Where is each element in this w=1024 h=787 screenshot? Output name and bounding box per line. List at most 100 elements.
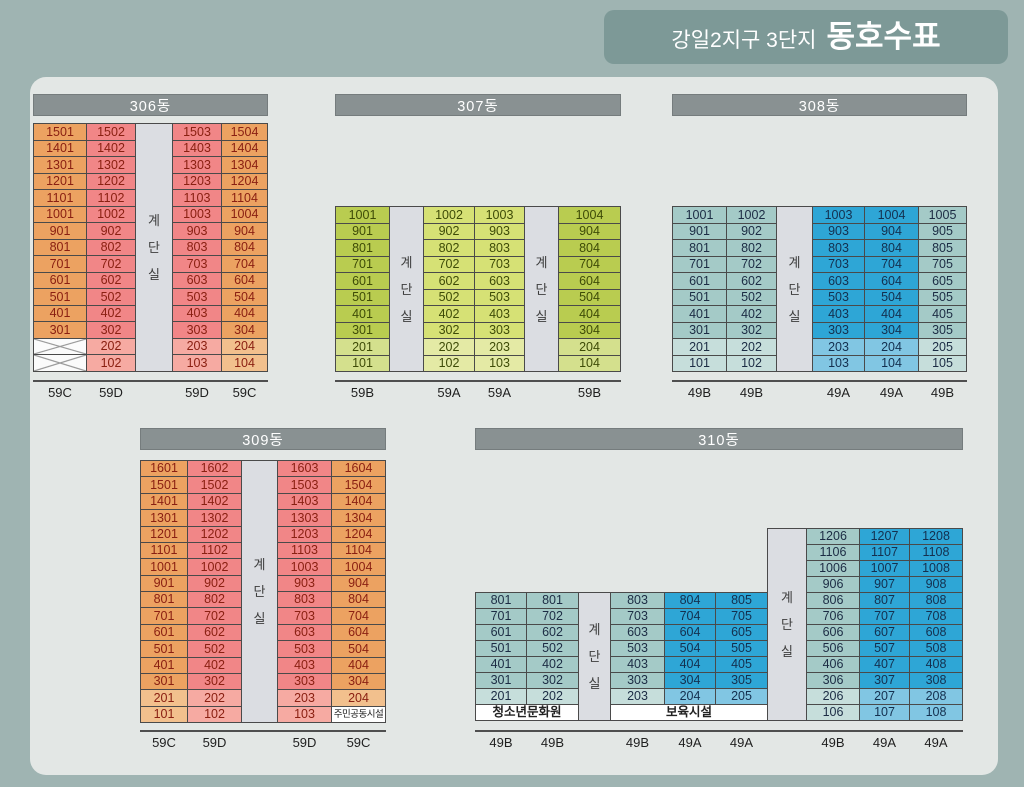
page-title: 강일2지구 3단지 동호수표 [604,10,1008,64]
stairwell-label-char: 계 [535,254,548,270]
unit-cell: 1204 [331,526,386,543]
unit-cell: 701 [475,608,527,625]
unit-cell: 808 [909,592,963,609]
unit-cell: 1604 [331,460,386,477]
unit-type-label: 59D [292,735,317,750]
unit-cell: 403 [812,305,865,323]
unit-type-label: 59D [185,385,209,400]
building-header: 308동 [672,94,967,116]
unit-cell: 601 [672,272,727,290]
unit-cell: 704 [664,608,716,625]
unit-cell: 204 [221,338,268,355]
unit-cell: 603 [474,272,525,290]
unit-cell: 803 [172,239,222,256]
unit-cell: 304 [221,321,268,339]
unit-cell: 1402 [187,493,242,510]
unit-cell: 303 [812,322,865,339]
unit-cell: 604 [558,272,621,290]
unit-cell: 1504 [331,476,386,494]
unit-cell: 403 [277,657,332,674]
unit-cell: 204 [331,689,386,707]
unit-cell: 503 [610,640,665,657]
unit-cell: 1503 [172,123,222,141]
unit-cell: 606 [806,624,860,641]
unit-cell: 203 [172,338,222,355]
unit-type-label: 49B [489,735,513,750]
unit-cell: 1403 [172,140,222,157]
stairwell-label-char: 단 [400,281,413,297]
stairwell-label-char: 계 [253,557,266,572]
stairwell-label-char: 계 [781,590,793,605]
unit-cell: 403 [172,305,222,322]
unit-cell: 1401 [33,140,87,157]
unit-cell: 601 [475,624,527,641]
unit-cell: 1002 [423,206,475,224]
building-header: 309동 [140,428,386,450]
unit-cell: 708 [909,608,963,625]
unit-cell: 1107 [859,544,910,561]
unit-cell: 901 [335,223,390,240]
unit-cell: 1002 [86,206,136,223]
unit-cell: 703 [610,608,665,625]
unit-cell: 501 [672,289,727,306]
unit-cell: 1102 [187,542,242,559]
title-prefix: 강일2지구 3단지 [671,29,817,52]
unit-cell: 404 [558,305,621,323]
unit-type-label: 59D [202,735,227,750]
unit-cell: 1103 [172,189,222,207]
unit-cell: 1603 [277,460,332,477]
unit-cell: 502 [423,289,475,306]
stairwell-label-char: 단 [148,240,160,255]
unit-cell: 904 [558,223,621,240]
unit-cell: 906 [806,576,860,593]
unit-type-label: 49A [678,735,702,750]
unit-cell: 203 [812,338,865,356]
unit-cell: 603 [172,272,222,289]
unit-cell: 903 [474,223,525,240]
unit-cell: 702 [526,608,579,625]
unit-cell: 604 [331,624,386,641]
unit-cell: 202 [86,338,136,355]
unit-cell: 204 [558,338,621,356]
unit-type-label: 49A [729,735,754,750]
facility-cell: 청소년문화원 [475,704,579,721]
unit-cell: 804 [664,592,716,609]
unit-cell: 202 [187,689,242,707]
stairwell-label-char: 실 [535,308,548,324]
unit-cell: 301 [140,673,188,690]
unit-cell: 801 [475,592,527,609]
unit-cell: 1202 [187,526,242,543]
unit-cell: 1404 [331,493,386,510]
unit-cell: 304 [331,673,386,690]
unit-cell: 803 [277,591,332,608]
unit-cell: 201 [335,338,390,356]
unit-cell: 801 [526,592,579,609]
unit-cell: 1001 [335,206,390,224]
unit-cell: 401 [475,656,527,673]
stairwell-label-char: 단 [588,649,601,664]
unit-cell: 107 [859,704,910,721]
unit-cell: 301 [475,672,527,689]
unit-cell: 1006 [806,560,860,577]
unit-cell: 404 [221,305,268,322]
vacant-cell [33,354,87,372]
unit-cell: 801 [140,591,188,608]
unit-cell: 202 [423,338,475,356]
stairwell-label-char: 단 [535,281,548,297]
unit-cell: 1502 [187,476,242,494]
unit-cell: 201 [672,338,727,356]
unit-cell: 208 [909,688,963,705]
unit-cell: 403 [474,305,525,323]
unit-cell: 302 [86,321,136,339]
unit-cell: 1203 [277,526,332,543]
unit-cell: 104 [558,355,621,372]
unit-cell: 1304 [331,509,386,527]
unit-cell: 304 [664,672,716,689]
unit-cell: 1302 [187,509,242,527]
unit-cell: 604 [864,272,919,290]
unit-cell: 704 [221,255,268,273]
unit-cell: 802 [86,239,136,256]
unit-cell: 902 [423,223,475,240]
